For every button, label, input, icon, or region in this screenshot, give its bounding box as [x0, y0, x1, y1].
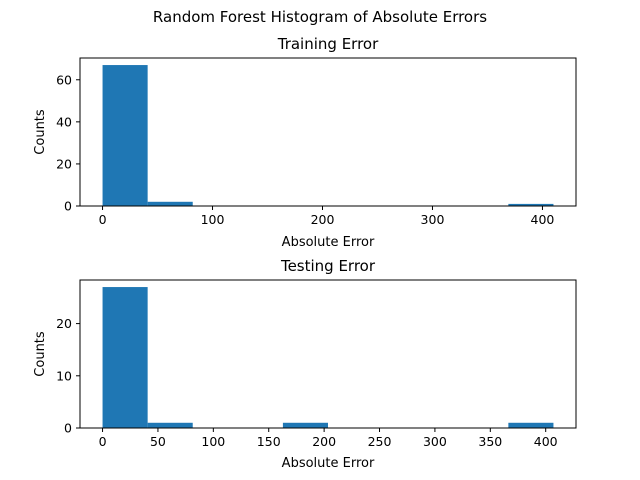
training-error-x-axis-label: Absolute Error: [282, 235, 375, 250]
testing-error-x-tick-label-200: 200: [312, 434, 336, 449]
testing-error-axes: Testing Error 0 50 100 150 200 250 300 350 400 0 1…: [33, 257, 577, 471]
training-error-y-axis-label: Counts: [33, 109, 48, 155]
testing-error-x-tick-label-300: 300: [423, 434, 447, 449]
training-error-bars: [102, 65, 554, 206]
training-error-bar-0: [102, 65, 148, 206]
testing-error-y-tick-label-10: 10: [56, 368, 72, 383]
testing-error-x-tick-label-50: 50: [150, 434, 166, 449]
training-error-bar-9: [508, 203, 554, 206]
training-error-y-tick-label-0: 0: [64, 199, 72, 214]
testing-error-bar-9: [508, 422, 554, 428]
training-error-title: Training Error: [277, 35, 379, 53]
testing-error-x-tick-label-0: 0: [99, 434, 107, 449]
testing-error-bar-1: [147, 422, 193, 428]
training-error-x-tick-label-0: 0: [99, 212, 107, 227]
testing-error-x-tick-label-350: 350: [478, 434, 502, 449]
training-error-axes: Training Error 0 100 200 300 400 0 20 40 60 Abso…: [33, 35, 577, 250]
testing-error-bar-0: [102, 287, 148, 428]
training-error-x-tick-label-200: 200: [311, 212, 335, 227]
training-error-bar-1: [147, 201, 193, 206]
testing-error-bar-4: [282, 422, 328, 428]
testing-error-ticks: 0 50 100 150 200 250 300 350 400 0 10 20: [56, 316, 558, 449]
testing-error-bars: [102, 287, 554, 428]
training-error-y-tick-label-40: 40: [56, 114, 72, 129]
training-error-ticks: 0 100 200 300 400 0 20 40 60: [56, 72, 554, 227]
figure-suptitle: Random Forest Histogram of Absolute Erro…: [153, 8, 487, 26]
training-error-y-tick-label-20: 20: [56, 156, 72, 171]
testing-error-title: Testing Error: [280, 257, 376, 275]
testing-error-x-tick-label-150: 150: [257, 434, 281, 449]
testing-error-y-tick-label-20: 20: [56, 316, 72, 331]
testing-error-x-axis-label: Absolute Error: [282, 456, 375, 471]
training-error-x-tick-label-300: 300: [421, 212, 445, 227]
testing-error-x-tick-label-100: 100: [201, 434, 225, 449]
training-error-x-tick-label-100: 100: [201, 212, 225, 227]
testing-error-x-tick-label-250: 250: [368, 434, 392, 449]
testing-error-y-axis-label: Counts: [33, 331, 48, 377]
testing-error-plot-frame: [79, 279, 577, 429]
training-error-y-tick-label-60: 60: [56, 72, 72, 87]
training-error-plot-frame: [79, 57, 577, 207]
testing-error-y-tick-label-0: 0: [64, 421, 72, 436]
testing-error-x-tick-label-400: 400: [534, 434, 558, 449]
training-error-x-tick-label-400: 400: [531, 212, 555, 227]
